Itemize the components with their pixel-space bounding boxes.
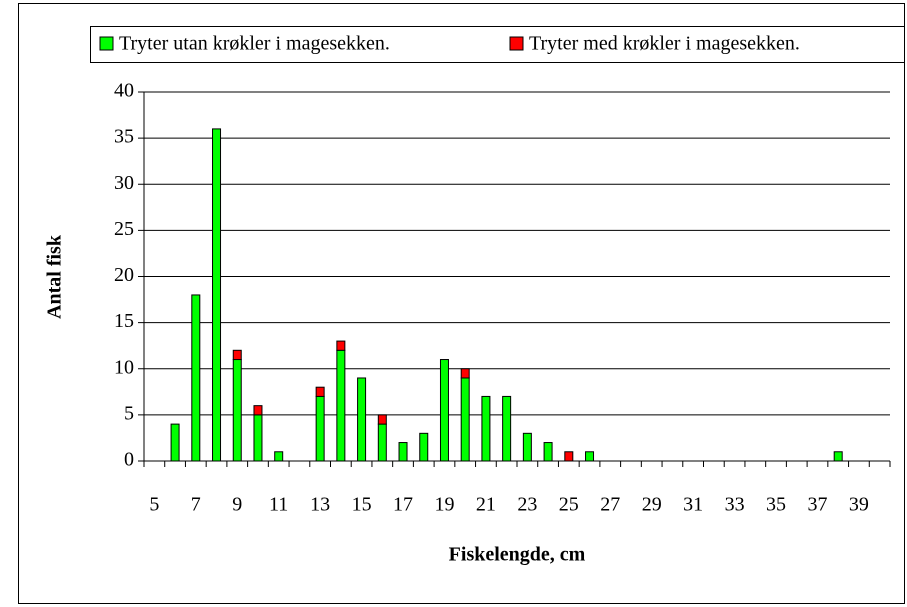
legend-swatch: [509, 36, 524, 51]
legend-box: [90, 26, 905, 63]
bar-segment: [522, 432, 532, 462]
bar-segment: [315, 386, 325, 397]
x-tick-label: 33: [725, 494, 745, 516]
bar-segment: [253, 414, 263, 462]
y-tick-label: 20: [114, 264, 134, 286]
bar-segment: [439, 359, 449, 462]
x-tick-label: 27: [600, 494, 620, 516]
bar-segment: [377, 414, 387, 425]
x-tick-label: 7: [191, 494, 201, 516]
y-axis-label: Antal fisk: [44, 234, 66, 319]
x-tick-label: 9: [232, 494, 242, 516]
bar-segment: [357, 377, 367, 462]
bar-segment: [481, 395, 491, 462]
bar-segment: [502, 395, 512, 462]
x-tick-label: 13: [310, 494, 330, 516]
x-tick-label: 37: [807, 494, 827, 516]
bar-segment: [274, 451, 284, 462]
bar-segment: [564, 451, 574, 462]
bar-segment: [833, 451, 843, 462]
x-tick-label: 19: [434, 494, 454, 516]
bar-segment: [253, 405, 263, 416]
x-tick-label: 29: [642, 494, 662, 516]
y-tick-label: 5: [124, 402, 134, 424]
legend-label: Tryter med krøkler i magesekken.: [529, 33, 800, 55]
bar-segment: [419, 432, 429, 462]
x-tick-label: 11: [269, 494, 288, 516]
legend-label: Tryter utan krøkler i magesekken.: [119, 33, 390, 55]
y-tick-label: 15: [114, 310, 134, 332]
bar-segment: [336, 349, 346, 462]
y-tick-label: 30: [114, 172, 134, 194]
x-tick-label: 21: [476, 494, 496, 516]
bar-segment: [585, 451, 595, 462]
bar-segment: [232, 349, 242, 361]
y-tick-label: 25: [114, 218, 134, 240]
x-tick-label: 35: [766, 494, 786, 516]
x-tick-label: 15: [352, 494, 372, 516]
bar-segment: [212, 128, 222, 462]
x-tick-label: 5: [149, 494, 159, 516]
bar-segment: [232, 359, 242, 462]
x-tick-label: 17: [393, 494, 413, 516]
bar-segment: [336, 340, 346, 351]
bar-segment: [170, 423, 180, 462]
x-tick-label: 23: [517, 494, 537, 516]
bar-segment: [315, 395, 325, 462]
bar-segment: [191, 294, 201, 462]
chart-frame: [18, 3, 905, 604]
y-tick-label: 35: [114, 126, 134, 148]
x-tick-label: 39: [849, 494, 869, 516]
bar-segment: [460, 377, 470, 462]
y-tick-label: 40: [114, 80, 134, 102]
bar-segment: [398, 442, 408, 462]
y-tick-label: 0: [124, 449, 134, 471]
bar-segment: [543, 442, 553, 462]
x-axis-label: Fiskelengde, cm: [449, 544, 586, 566]
legend: Tryter utan krøkler i magesekken. Tryter …: [99, 33, 800, 55]
x-tick-label: 31: [683, 494, 703, 516]
x-tick-label: 25: [559, 494, 579, 516]
bar-segment: [460, 368, 470, 379]
legend-swatch: [99, 36, 114, 51]
bar-segment: [377, 423, 387, 462]
y-tick-label: 10: [114, 356, 134, 378]
